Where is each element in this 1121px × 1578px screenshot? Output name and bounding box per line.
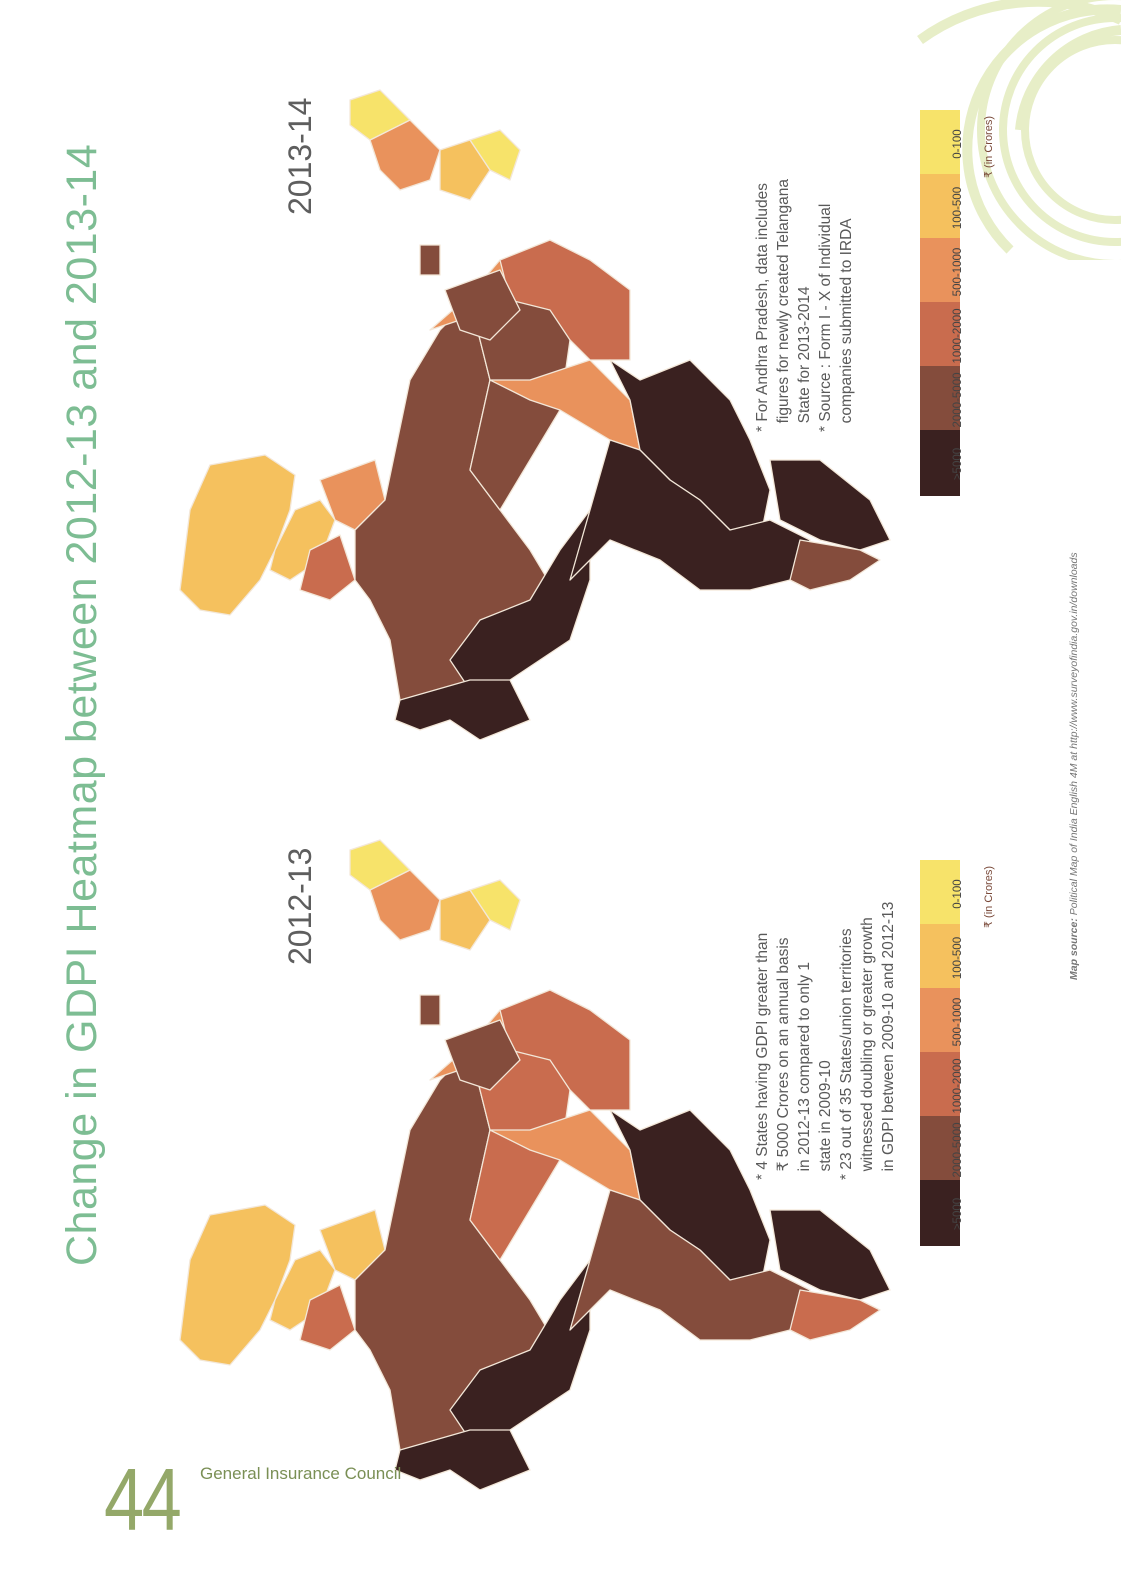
map-source: Map source: Political Map of India Engli… (1068, 552, 1080, 980)
region-haryana (299, 1284, 356, 1351)
region-haryana (299, 534, 356, 601)
legend-label: 1000-2000 (952, 308, 964, 364)
region-gujarat (394, 1429, 531, 1490)
decorative-arcs (917, 0, 1121, 260)
notes-2013-14: * For Andhra Pradesh, data includes figu… (754, 178, 855, 432)
legend-label: 0-100 (952, 879, 964, 909)
region-maharashtra (449, 1259, 591, 1441)
publisher-name: General Insurance Council (200, 1464, 402, 1483)
region-andhra-pradesh (569, 439, 811, 591)
legend-labels-2012-13: >5000 2000-5000 1000-2000 500-1000 100-5… (952, 860, 968, 1246)
legend-label: >5000 (952, 1197, 964, 1231)
region-sikkim (419, 994, 441, 1026)
region-northeast-4 (469, 879, 521, 931)
legend-bar-2013-14 (920, 110, 960, 496)
region-northeast-3 (349, 89, 411, 141)
region-northeast-3 (349, 839, 411, 891)
india-map-2012-13 (179, 839, 891, 1490)
region-northeast-2 (439, 889, 491, 951)
region-sikkim (419, 244, 441, 276)
region-jharkhand (444, 1019, 521, 1091)
region-tamil-nadu (769, 459, 891, 551)
region-northeast-4 (469, 129, 521, 181)
legend-label: 100-500 (952, 936, 964, 980)
legend-label: 0-100 (952, 129, 964, 159)
legend-label: 500-1000 (952, 997, 964, 1047)
region-jammu-kashmir (179, 1204, 296, 1366)
map-source-text: Political Map of India English 4M at htt… (1068, 552, 1080, 919)
region-northeast-2 (439, 139, 491, 201)
region-jharkhand (444, 269, 521, 341)
region-tamil-nadu (769, 1209, 891, 1301)
legend-label: 2000-5000 (952, 372, 964, 428)
legend-label: 500-1000 (952, 247, 964, 297)
india-map-2013-14 (179, 89, 891, 740)
legend-unit-2012-13: ₹ (in Crores) (983, 865, 995, 928)
legend-unit-2013-14: ₹ (in Crores) (983, 115, 995, 178)
legend-label: 2000-5000 (952, 1122, 964, 1178)
legend-label: 1000-2000 (952, 1058, 964, 1114)
region-maharashtra (449, 509, 591, 691)
legend-label: >5000 (952, 447, 964, 481)
page-title: Change in GDPI Heatmap between 2012-13 a… (58, 143, 106, 1266)
map-source-label: Map source: (1068, 918, 1080, 980)
region-andhra-pradesh (569, 1189, 811, 1341)
region-karnataka (789, 1289, 881, 1341)
region-jammu-kashmir (179, 454, 296, 616)
region-gujarat (394, 679, 531, 740)
legend-labels-2013-14: >5000 2000-5000 1000-2000 500-1000 100-5… (952, 110, 968, 496)
legend-bar-2012-13 (920, 860, 960, 1246)
region-karnataka (789, 539, 881, 591)
page-number: 44 (104, 1450, 182, 1549)
legend-label: 100-500 (952, 186, 964, 230)
notes-2012-13: * 4 States having GDPI greater than ₹ 50… (754, 901, 897, 1180)
